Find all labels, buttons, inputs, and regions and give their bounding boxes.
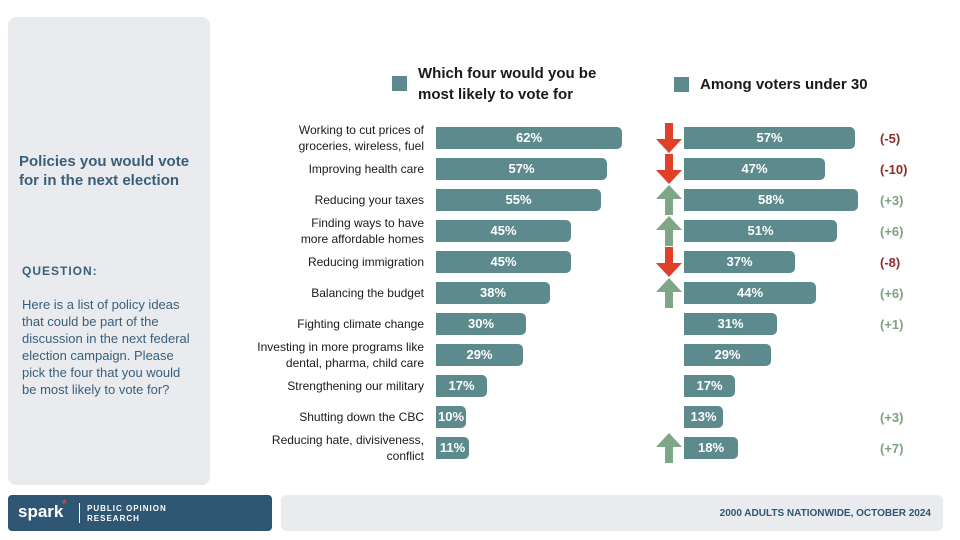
category-label: Reducing your taxes (314, 193, 424, 207)
bar-value-label: 38% (479, 285, 507, 300)
bar-all (436, 375, 487, 397)
bar-value-label: 17% (696, 378, 723, 393)
change-value: (+3) (880, 410, 904, 425)
arrow-down-icon (656, 247, 682, 277)
logo-subtitle: PUBLIC OPINION RESEARCH (87, 504, 167, 523)
arrow-up-icon (656, 185, 682, 215)
legend-swatch-under-30 (674, 77, 689, 92)
arrow-down-icon (656, 154, 682, 184)
bar-value-label: 44% (736, 285, 764, 300)
bar-under-30 (684, 344, 771, 366)
bar-value-label: 47% (741, 161, 768, 176)
bar-value-label: 57% (508, 161, 535, 176)
category-label: Reducing hate, divisiveness, conflict (271, 433, 424, 463)
bar-under-30 (684, 251, 795, 273)
arrow-up-icon (656, 278, 682, 308)
bar-all (436, 127, 622, 149)
category-label: Investing in more programs like dental, p… (257, 340, 424, 370)
bar-all (436, 437, 469, 459)
bar-value-label: 58% (757, 192, 785, 207)
change-value: (-10) (880, 162, 908, 177)
bar-under-30 (684, 220, 837, 242)
category-label: Working to cut prices of groceries, wirel… (298, 123, 424, 153)
bar-value-label: 11% (439, 440, 466, 455)
bar-value-label: 45% (490, 223, 517, 238)
category-label: Improving health care (308, 162, 424, 176)
bar-all (436, 220, 571, 242)
bar-under-30 (684, 189, 858, 211)
bar-value-label: 18% (697, 440, 725, 455)
bar-value-label: 57% (756, 130, 783, 145)
legend-label-under-30: Among voters under 30 (700, 76, 868, 93)
info-panel (8, 17, 210, 485)
bar-under-30 (684, 437, 738, 459)
change-value: (+1) (880, 317, 904, 332)
bar-value-label: 37% (726, 254, 753, 269)
footer-bar: 2000 ADULTS NATIONWIDE, OCTOBER 2024 (281, 495, 943, 531)
bar-all (436, 344, 523, 366)
category-label: Reducing immigration (307, 255, 424, 269)
bar-all (436, 158, 607, 180)
bar-under-30 (684, 282, 816, 304)
arrow-up-icon (656, 433, 682, 463)
bar-under-30 (684, 375, 735, 397)
logo-divider (79, 503, 80, 523)
bar-value-label: 45% (490, 254, 517, 269)
legend-swatch-all (392, 76, 407, 91)
question-text: Here is a list of policy ideas that coul… (22, 297, 190, 397)
bar-under-30 (684, 406, 723, 428)
bar-value-label: 17% (448, 378, 475, 393)
bar-all (436, 282, 550, 304)
category-label: Shutting down the CBC (299, 410, 424, 424)
change-value: (+6) (880, 286, 904, 301)
bar-value-label: 29% (466, 347, 493, 362)
bar-under-30 (684, 158, 825, 180)
bar-all (436, 313, 526, 335)
bar-value-label: 13% (690, 409, 717, 424)
bar-all (436, 189, 601, 211)
change-value: (+3) (880, 193, 904, 208)
bar-value-label: 62% (515, 130, 543, 145)
bar-value-label: 31% (717, 316, 744, 331)
arrow-up-icon (656, 216, 682, 246)
bar-value-label: 30% (467, 316, 495, 331)
change-value: (-8) (880, 255, 901, 270)
panel-title: Policies you would vote for in the next … (19, 153, 190, 189)
bar-all (436, 251, 571, 273)
bar-value-label: 29% (714, 347, 741, 362)
bar-under-30 (684, 127, 855, 149)
bar-all (436, 406, 466, 428)
bar-under-30 (684, 313, 777, 335)
bar-value-label: 55% (505, 192, 532, 207)
category-label: Strengthening our military (287, 379, 424, 393)
bar-value-label: 10% (437, 409, 465, 424)
spark-logo: spark * PUBLIC OPINION RESEARCH (8, 495, 272, 531)
bar-value-label: 51% (747, 223, 774, 238)
change-value: (+6) (880, 224, 904, 239)
category-label: Finding ways to have more affordable home… (300, 216, 424, 246)
logo-word: spark (18, 502, 64, 521)
arrow-down-icon (656, 123, 682, 153)
footer-source: 2000 ADULTS NATIONWIDE, OCTOBER 2024 (719, 508, 931, 519)
category-label: Fighting climate change (297, 317, 424, 331)
question-label: QUESTION: (22, 264, 98, 278)
category-label: Balancing the budget (311, 286, 424, 300)
change-value: (-5) (880, 131, 901, 146)
change-value: (+7) (880, 441, 904, 456)
logo-star-icon: * (62, 497, 67, 511)
legend-label-all: Which four would you be most likely to v… (418, 65, 597, 103)
